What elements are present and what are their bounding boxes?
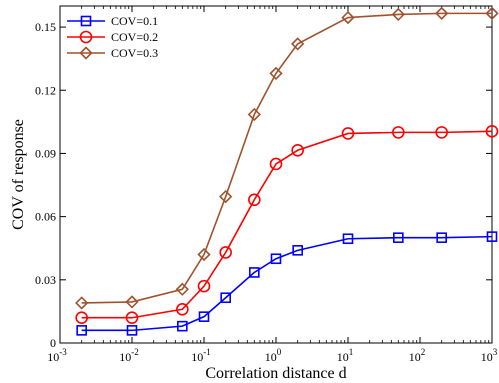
- x-tick-label: 10-2: [119, 347, 139, 364]
- y-tick-label: 0.03: [35, 273, 56, 287]
- series-3: [75, 6, 499, 310]
- legend-marker: [79, 30, 93, 44]
- x-tick-label: 10-3: [47, 347, 67, 364]
- legend-marker: [80, 15, 92, 27]
- series-line: [81, 235, 493, 332]
- data-point: [175, 282, 189, 296]
- legend-item: COV=0.2: [67, 30, 158, 44]
- data-point: [341, 127, 355, 140]
- data-point: [176, 302, 189, 316]
- data-point: [125, 311, 139, 325]
- x-tick-label: 102: [409, 347, 426, 364]
- data-point: [220, 292, 231, 304]
- data-point: [291, 143, 304, 157]
- series-line: [81, 12, 492, 304]
- data-point: [197, 279, 211, 293]
- data-point: [75, 296, 89, 310]
- data-point: [219, 189, 233, 204]
- series-2: [75, 125, 499, 325]
- axis-labels: 10-3 10-2 10-1 100 101 102 103 0 0.03 0.06 0.09 0.1…: [35, 20, 498, 364]
- plot-frame: [59, 5, 493, 344]
- data-point: [393, 232, 404, 243]
- y-axis-title: COV of response: [10, 119, 27, 230]
- data-point: [485, 6, 499, 21]
- data-point: [342, 233, 354, 245]
- data-point: [341, 10, 355, 25]
- data-point: [269, 66, 283, 81]
- data-point: [125, 295, 139, 309]
- data-point: [292, 245, 303, 256]
- data-point: [219, 246, 232, 259]
- data-point: [76, 325, 87, 336]
- y-tick-label: 0.15: [35, 20, 56, 34]
- legend-marker: [79, 46, 93, 60]
- data-point: [247, 107, 261, 122]
- x-tick-label: 103: [481, 347, 498, 364]
- x-tick-label: 100: [265, 347, 282, 364]
- data-point: [391, 7, 405, 22]
- data-point: [392, 126, 405, 139]
- data-point: [485, 125, 499, 138]
- series-1: [76, 231, 498, 336]
- legend-label: COV=0.3: [111, 46, 158, 60]
- data-point: [269, 157, 283, 171]
- data-point: [486, 231, 498, 242]
- y-tick-label: 0.12: [35, 83, 56, 97]
- data-point: [435, 6, 449, 21]
- series-line: [81, 130, 493, 319]
- data-point: [270, 253, 282, 265]
- legend-label: COV=0.1: [111, 14, 158, 28]
- data-point: [249, 267, 260, 278]
- data-point: [435, 126, 448, 139]
- y-tick-label: 0.09: [35, 146, 56, 160]
- data-point: [198, 311, 210, 322]
- data-point: [75, 311, 88, 325]
- y-tick-label: 0.06: [35, 210, 56, 224]
- y-tick-label: 0: [50, 336, 56, 350]
- x-tick-label: 101: [337, 347, 354, 364]
- legend: COV=0.1 COV=0.2 COV=0.3: [67, 14, 158, 60]
- series-group: [75, 6, 499, 336]
- x-axis-title: Correlation distance d: [205, 365, 346, 382]
- x-tick-label: 10-1: [191, 347, 211, 364]
- data-point: [197, 247, 211, 262]
- legend-item: COV=0.1: [67, 14, 158, 28]
- data-point: [291, 37, 305, 51]
- legend-item: COV=0.3: [67, 46, 158, 60]
- data-point: [177, 320, 188, 332]
- data-point: [248, 193, 261, 207]
- legend-label: COV=0.2: [111, 30, 158, 44]
- data-point: [126, 325, 138, 336]
- data-point: [436, 232, 447, 243]
